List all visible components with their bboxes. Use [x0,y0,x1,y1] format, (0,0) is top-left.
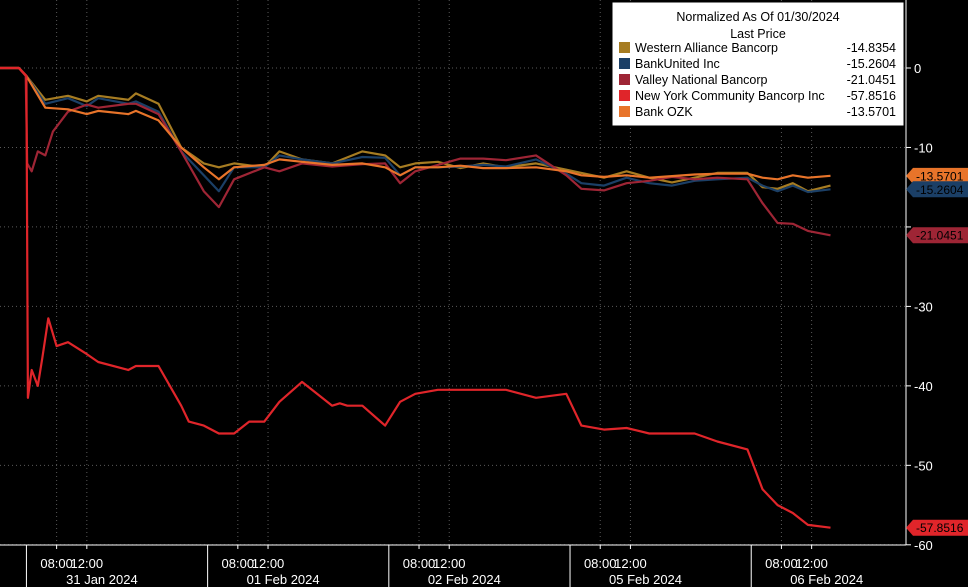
x-tick-label: 12:00 [252,556,285,571]
series-line-bank-ozk [0,66,831,181]
value-tag-shape [906,181,968,198]
series-line-new-york-community-bancorp-inc [0,66,831,529]
legend-series-name: Bank OZK [635,105,693,119]
legend-title: Normalized As Of 01/30/2024 [676,10,839,24]
legend-entries: Western Alliance Bancorp -14.8354 BankUnit… [619,41,896,119]
day-label: 06 Feb 2024 [790,572,863,587]
value-tag-label: -15.2604 [916,183,964,197]
y-tick-label: -30 [914,299,933,314]
legend-entry: BankUnited Inc -15.2604 [619,57,896,71]
series-lines [0,66,831,529]
legend-swatch [619,42,630,53]
y-tick-label: -10 [914,140,933,155]
value-tag: -13.5701 [906,167,968,184]
last-value-tags: -13.5701-15.2604 -21.0451 -57.8516 [906,167,968,536]
legend-entry: New York Community Bancorp Inc -57.8516 [619,89,896,103]
legend-series-name: Western Alliance Bancorp [635,41,778,55]
legend-series-name: BankUnited Inc [635,57,720,71]
value-tag: -57.8516 [906,519,968,536]
value-tag-shape [906,227,968,244]
x-tick-label: 12:00 [71,556,104,571]
value-tag-shape [906,167,968,184]
x-tick-label: 08:00 [584,556,617,571]
x-tick-label: 08:00 [765,556,798,571]
legend-series-name: Valley National Bancorp [635,73,768,87]
legend: Normalized As Of 01/30/2024 Last Price W… [611,1,905,127]
legend-entry: Valley National Bancorp -21.0451 [619,73,896,87]
legend-swatch [619,90,630,101]
legend-series-value: -14.8354 [847,41,896,55]
y-axis-ticks: 0 -10 -30 -40 -50 -60 [906,61,933,553]
day-label: 31 Jan 2024 [66,572,138,587]
value-tag-label: -21.0451 [916,229,964,243]
series-line-western-alliance-bancorp [0,66,831,193]
value-tag-label: -57.8516 [916,521,964,535]
y-tick-label: -60 [914,538,933,553]
value-tag-shape [906,519,968,536]
legend-series-value: -21.0451 [847,73,896,87]
legend-swatch [619,74,630,85]
legend-series-name: New York Community Bancorp Inc [635,89,825,103]
x-tick-label: 08:00 [222,556,255,571]
day-label: 01 Feb 2024 [247,572,320,587]
value-tag-label: -13.5701 [916,169,964,183]
legend-series-value: -15.2604 [847,57,896,71]
y-tick-label: -40 [914,379,933,394]
legend-subtitle: Last Price [730,27,786,41]
x-tick-label: 12:00 [433,556,466,571]
value-tag: -21.0451 [906,227,968,244]
y-tick-label: 0 [914,61,921,76]
day-label: 05 Feb 2024 [609,572,682,587]
legend-series-value: -57.8516 [847,89,896,103]
legend-entry: Western Alliance Bancorp -14.8354 [619,41,896,55]
value-tag: -15.2604 [906,181,968,198]
legend-series-value: -13.5701 [847,105,896,119]
x-tick-label: 08:00 [40,556,73,571]
day-label: 02 Feb 2024 [428,572,501,587]
x-tick-label: 08:00 [403,556,436,571]
legend-box [611,1,905,127]
x-tick-label: 12:00 [795,556,828,571]
x-tick-label: 12:00 [614,556,647,571]
legend-entry: Bank OZK -13.5701 [619,105,896,119]
legend-swatch [619,106,630,117]
legend-swatch [619,58,630,69]
y-tick-label: -50 [914,458,933,473]
